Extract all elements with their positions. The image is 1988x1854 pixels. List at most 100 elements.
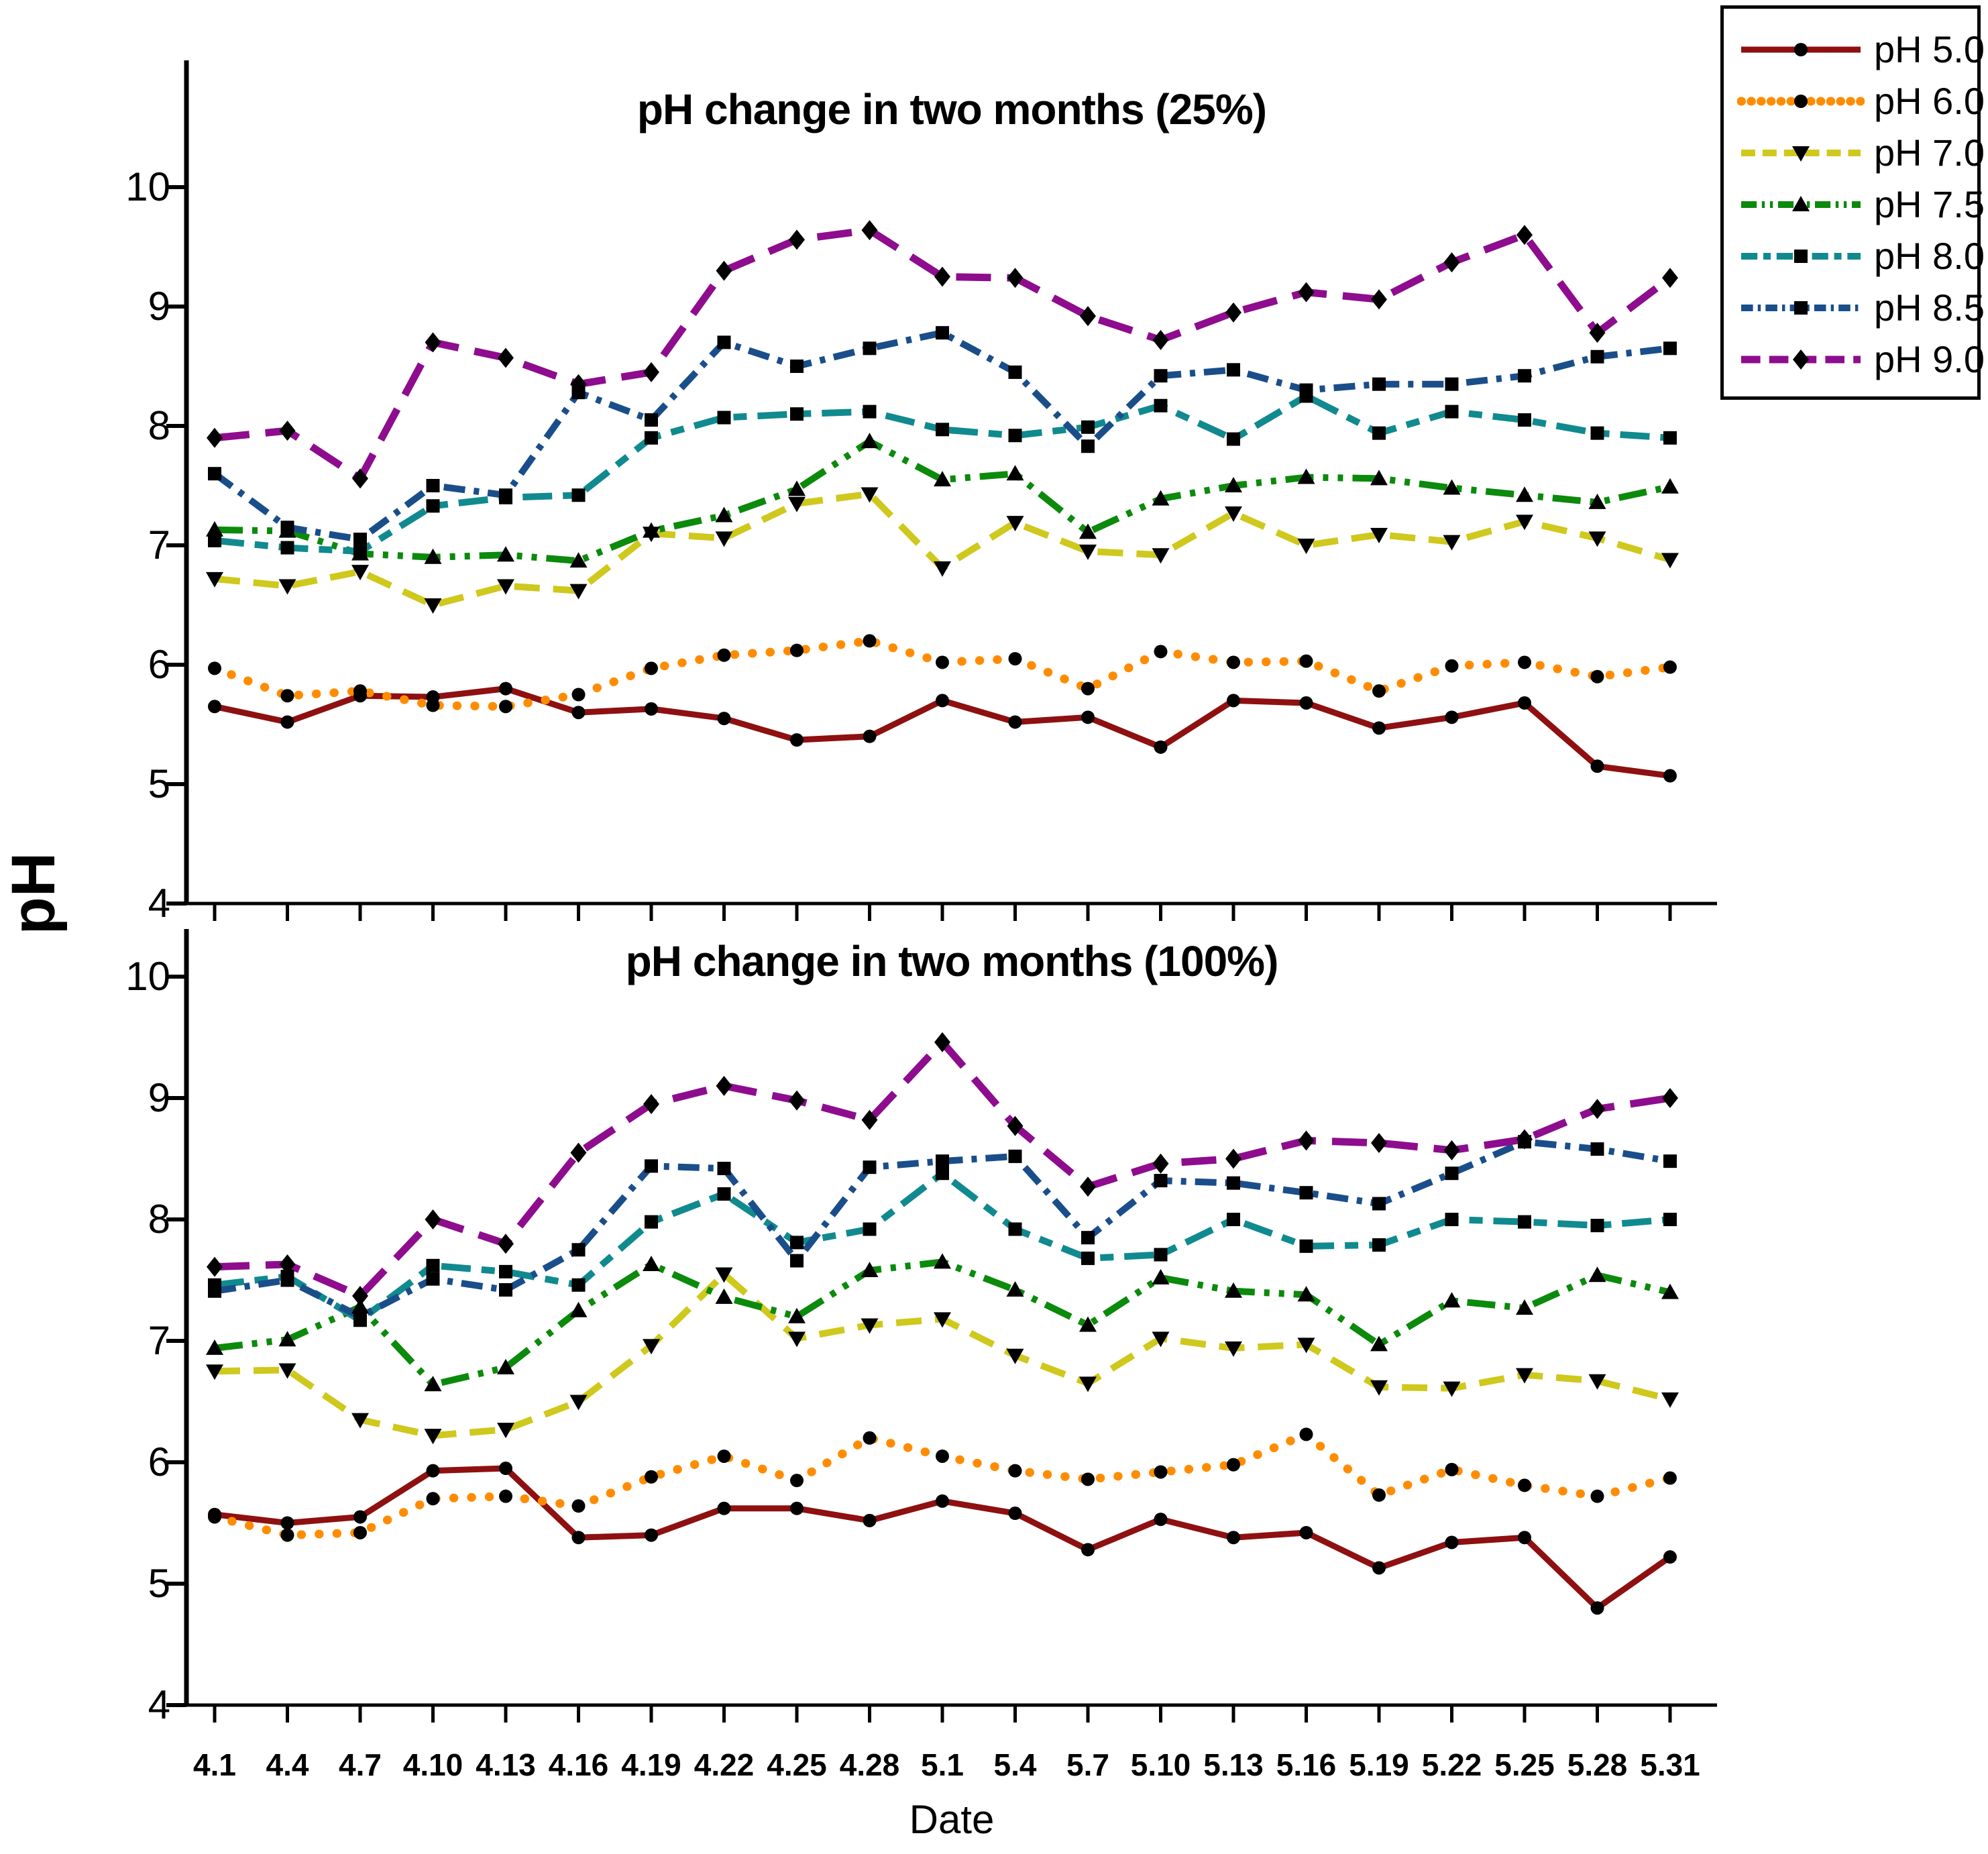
marker-pH-6.0 (1299, 654, 1313, 668)
marker-pH-7.0 (569, 584, 588, 600)
marker-pH-8.5 (499, 488, 512, 502)
marker-pH-9.0 (716, 1075, 732, 1096)
legend-label: pH 5.0 (1874, 28, 1985, 70)
marker-pH-5.0 (1081, 1543, 1095, 1557)
y-tick-label: 9 (148, 1075, 170, 1120)
marker-pH-5.0 (1445, 710, 1459, 724)
marker-pH-8.5 (1299, 383, 1313, 397)
marker-pH-7.0 (1225, 1341, 1242, 1357)
x-tick-label: 4.28 (840, 1747, 900, 1782)
marker-pH-8.0 (499, 1264, 512, 1278)
marker-pH-8.0 (645, 1215, 658, 1229)
x-tick-label: 5.22 (1422, 1747, 1482, 1782)
legend-marker (1792, 146, 1810, 162)
legend-marker (1794, 94, 1808, 108)
marker-pH-8.0 (1081, 420, 1095, 434)
marker-pH-5.0 (1663, 1550, 1677, 1564)
marker-pH-8.5 (1590, 349, 1604, 364)
x-tick-label: 4.13 (476, 1747, 536, 1782)
marker-pH-8.5 (208, 467, 221, 481)
marker-pH-5.0 (1518, 696, 1531, 710)
marker-pH-7.0 (1661, 553, 1679, 569)
marker-pH-6.0 (1590, 1489, 1604, 1503)
marker-pH-6.0 (1008, 1464, 1022, 1478)
marker-pH-7.5 (861, 1262, 879, 1278)
marker-pH-8.5 (1663, 1154, 1677, 1168)
marker-pH-8.0 (645, 431, 658, 445)
marker-pH-8.5 (1154, 1174, 1168, 1188)
marker-pH-6.0 (1372, 684, 1386, 698)
marker-pH-9.0 (1080, 1177, 1096, 1197)
marker-pH-9.0 (1225, 1148, 1241, 1169)
marker-pH-7.5 (1225, 1282, 1242, 1298)
y-tick-label: 5 (148, 1561, 170, 1606)
legend-marker (1794, 42, 1808, 56)
chart-title-25pct: pH change in two months (25%) (637, 85, 1267, 133)
marker-pH-7.0 (1152, 1331, 1170, 1348)
marker-pH-5.0 (717, 1501, 731, 1515)
marker-pH-8.0 (571, 1278, 586, 1292)
marker-pH-8.0 (1590, 1219, 1604, 1233)
marker-pH-9.0 (279, 1254, 296, 1274)
x-tick-label: 5.31 (1640, 1747, 1700, 1782)
marker-pH-5.0 (790, 733, 804, 747)
marker-pH-9.0 (498, 347, 514, 368)
marker-pH-8.0 (426, 1258, 440, 1272)
marker-pH-8.5 (1081, 1231, 1095, 1245)
marker-pH-7.0 (497, 579, 514, 595)
legend-line-sample (1741, 349, 1861, 370)
marker-pH-6.0 (1445, 1462, 1459, 1476)
legend-line-sample (1741, 42, 1861, 56)
marker-pH-7.5 (497, 1358, 514, 1374)
marker-pH-6.0 (1081, 1472, 1095, 1486)
marker-pH-7.0 (1443, 1381, 1461, 1397)
marker-pH-7.5 (934, 1253, 951, 1269)
marker-pH-8.5 (863, 341, 877, 356)
legend-line-sample (1741, 249, 1861, 263)
x-tick-label: 5.1 (921, 1747, 964, 1782)
marker-pH-7.0 (643, 1339, 660, 1355)
marker-pH-6.0 (1227, 655, 1240, 669)
marker-pH-6.0 (1663, 1471, 1677, 1485)
marker-pH-7.5 (424, 1376, 442, 1392)
x-tick-label: 4.4 (266, 1747, 309, 1782)
marker-pH-8.0 (1227, 432, 1240, 446)
marker-pH-8.5 (280, 521, 294, 535)
marker-pH-7.0 (1079, 1376, 1097, 1393)
marker-pH-8.5 (426, 1272, 440, 1286)
marker-pH-7.0 (1370, 527, 1388, 543)
marker-pH-9.0 (789, 229, 805, 250)
marker-pH-7.5 (1079, 523, 1097, 539)
marker-pH-7.0 (1516, 1368, 1533, 1384)
legend-item-pH-8.0: pH 8.0 (1724, 230, 1985, 282)
marker-pH-5.0 (1227, 1531, 1240, 1545)
marker-pH-7.0 (1152, 548, 1170, 564)
marker-pH-8.5 (1008, 1149, 1022, 1163)
marker-pH-5.0 (1663, 769, 1677, 783)
x-tick-label: 4.1 (193, 1747, 236, 1782)
marker-pH-5.0 (1081, 710, 1095, 724)
x-tick-label: 5.28 (1567, 1747, 1628, 1782)
marker-pH-5.0 (1372, 1561, 1386, 1575)
marker-pH-9.0 (1662, 268, 1678, 288)
marker-pH-7.5 (643, 1255, 660, 1271)
marker-pH-9.0 (716, 260, 732, 281)
marker-pH-7.0 (351, 565, 369, 581)
x-tick-label: 5.13 (1203, 1747, 1264, 1782)
marker-pH-5.0 (717, 712, 731, 726)
marker-pH-7.5 (1516, 486, 1533, 502)
marker-pH-6.0 (645, 1470, 658, 1484)
marker-pH-8.0 (1081, 1251, 1095, 1265)
marker-pH-6.0 (1299, 1427, 1313, 1441)
marker-pH-7.5 (1152, 490, 1170, 506)
marker-pH-7.5 (1370, 1335, 1388, 1352)
legend-items: pH 5.0 pH 6.0 pH 7.0 pH 7.5 pH 8.0 pH 8.5 pH 9… (1724, 23, 1985, 385)
marker-pH-7.5 (206, 1339, 223, 1355)
marker-pH-8.0 (1590, 426, 1604, 440)
marker-pH-9.0 (643, 1094, 659, 1115)
marker-pH-7.0 (278, 579, 296, 595)
marker-pH-8.0 (717, 411, 731, 425)
marker-pH-9.0 (1662, 1088, 1678, 1108)
marker-pH-6.0 (790, 1474, 804, 1488)
y-tick-label: 8 (148, 1197, 170, 1242)
